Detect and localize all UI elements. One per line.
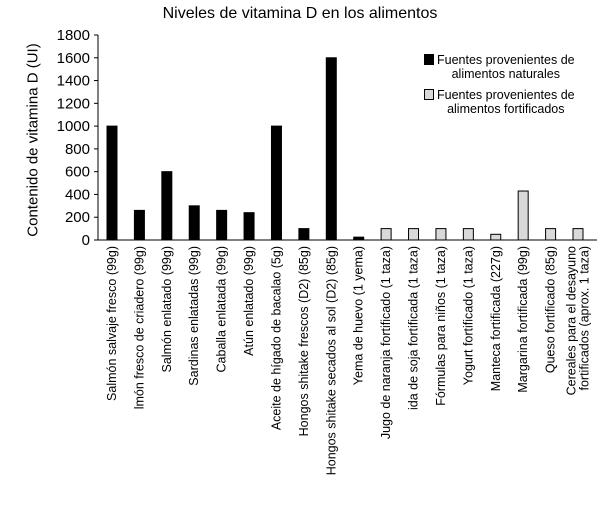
bar-17: [545, 228, 557, 241]
x-tick-label: Cereales para el desayuno: [565, 246, 579, 395]
x-tick-label: Margarina fortificada (99g): [516, 246, 530, 393]
x-tick-label: Hongos shitake secados al sol (D2) (85g): [324, 246, 338, 475]
x-tick-label: Jugo de naranja fortificado (1 taza): [379, 246, 393, 439]
bar-15: [490, 233, 502, 241]
bar-4: [188, 205, 200, 241]
x-tick-label: fortificados (aprox. 1 taza): [578, 246, 592, 391]
y-tick-label: 600: [65, 164, 90, 181]
legend-swatch-natural: [424, 54, 434, 65]
bar-12: [408, 228, 420, 241]
bar-7: [270, 125, 282, 241]
bar-6: [243, 212, 255, 241]
bar-9: [325, 57, 337, 241]
y-tick-label: 200: [65, 209, 90, 226]
chart-title: Niveles de vitamina D en los alimentos: [162, 5, 438, 22]
y-tick-label: 1600: [57, 50, 90, 67]
y-tick-label: 800: [65, 141, 90, 158]
y-tick-label: 400: [65, 186, 90, 203]
bar-1: [106, 125, 118, 241]
y-tick-label: 1000: [57, 118, 90, 135]
x-tick-label: Yema de huevo (1 yema): [352, 246, 366, 385]
x-tick-label: Atún enlatado (99g): [242, 246, 256, 356]
y-tick-label: 1200: [57, 95, 90, 112]
x-tick-label: Sardinas enlatadas (99g): [187, 246, 201, 386]
x-tick-label: ida de soja fortificada (1 taza): [407, 246, 421, 410]
x-tick-label: Hongos shitake frescos (D2) (85g): [297, 246, 311, 436]
bar-10: [353, 236, 365, 241]
bar-8: [298, 228, 310, 241]
legend-label-fortified-2: alimentos fortificados: [447, 102, 565, 116]
bar-5: [216, 209, 228, 241]
legend-item-natural: Fuentes provenientes de alimentos natura…: [424, 53, 575, 81]
x-tick-label: Caballa enlatada (99g): [215, 246, 229, 372]
bar-16: [517, 190, 529, 241]
bar-11: [380, 228, 392, 241]
legend-swatch-fortified: [424, 89, 434, 100]
y-tick-label: 1400: [57, 73, 90, 90]
legend-item-fortified: Fuentes provenientes de alimentos fortif…: [424, 88, 575, 116]
x-tick-label: Fórmulas para niños (1 taza): [434, 246, 448, 406]
x-tick-label: Salmón enlatado (99g): [160, 246, 174, 372]
y-tick-label: 1800: [57, 27, 90, 44]
bar-3: [161, 171, 173, 241]
x-tick-label: Salmón salvaje fresco (99g): [105, 246, 119, 401]
x-tick-label: lmón fresco de criadero (99g): [132, 246, 146, 409]
x-tick-label: Manteca fortificada (227g): [489, 246, 503, 391]
bar-2: [133, 209, 145, 241]
x-tick-label: Yogurt fortificado (1 taza): [461, 246, 475, 385]
bar-14: [462, 228, 474, 241]
bar-13: [435, 228, 447, 241]
bar-18: [572, 228, 584, 241]
x-tick-label: Queso fortificado (85g): [544, 246, 558, 373]
legend-label-natural-1: Fuentes provenientes de: [437, 53, 575, 67]
legend-label-natural-2: alimentos naturales: [451, 67, 560, 81]
y-tick-label: 0: [82, 232, 90, 249]
x-tick-label: Aceite de hígado de bacalao (5g): [269, 246, 283, 430]
legend-label-fortified-1: Fuentes provenientes de: [437, 88, 575, 102]
